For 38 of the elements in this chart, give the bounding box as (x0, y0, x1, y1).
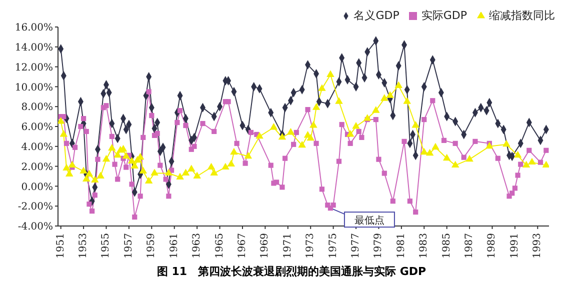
y-tick-label: -4.00% (18, 222, 53, 233)
y-tick-label: 6.00% (21, 122, 53, 134)
x-tick-label: 1965 (214, 233, 226, 258)
x-tick-label: 1953 (78, 233, 90, 258)
x-tick-label: 1979 (373, 233, 384, 258)
x-tick-label: 1993 (532, 233, 544, 258)
x-tick-label: 1983 (418, 233, 430, 258)
y-tick-label: 8.00% (21, 102, 53, 114)
x-tick-label: 1991 (509, 233, 520, 258)
y-tick-label: 0.00% (21, 182, 53, 193)
x-tick-label: 1985 (441, 233, 452, 258)
legend-label: 名义GDP (354, 9, 400, 22)
x-tick-label: 1987 (464, 233, 476, 258)
y-tick-label: 14.00% (14, 42, 53, 54)
x-tick-label: 1975 (328, 233, 339, 258)
text: 图 11 第四波长波衰退剧烈期的美国通胀与实际 GDP (156, 264, 428, 279)
x-tick-label: 1989 (486, 233, 498, 258)
x-tick-label: 1961 (168, 233, 180, 258)
annotation: 最低点 (354, 214, 384, 227)
y-tick-label: 2.00% (21, 162, 53, 173)
y-tick-label: 4.00% (21, 142, 53, 153)
legend-label: 实际GDP (421, 9, 467, 22)
y-tick-label: -2.00% (18, 202, 53, 213)
x-tick-label: 1971 (282, 233, 294, 258)
y-tick-label: 16.00% (14, 22, 53, 34)
y-tick-label: 12.00% (14, 62, 53, 74)
x-tick-label: 1955 (100, 233, 112, 258)
x-tick-label: 1981 (396, 233, 407, 258)
x-tick-label: 1977 (350, 233, 362, 258)
x-tick-label: 1957 (123, 233, 134, 258)
x-tick-label: 1963 (192, 233, 203, 258)
x-tick-label: 1967 (236, 233, 248, 258)
y-tick-label: 10.00% (14, 82, 53, 94)
x-tick-label: 1973 (305, 233, 316, 258)
x-tick-label: 1969 (260, 233, 271, 258)
x-tick-label: 1959 (146, 233, 158, 258)
x-tick-label: 1951 (55, 233, 66, 258)
legend-label: 缩减指数同比 (489, 9, 555, 22)
